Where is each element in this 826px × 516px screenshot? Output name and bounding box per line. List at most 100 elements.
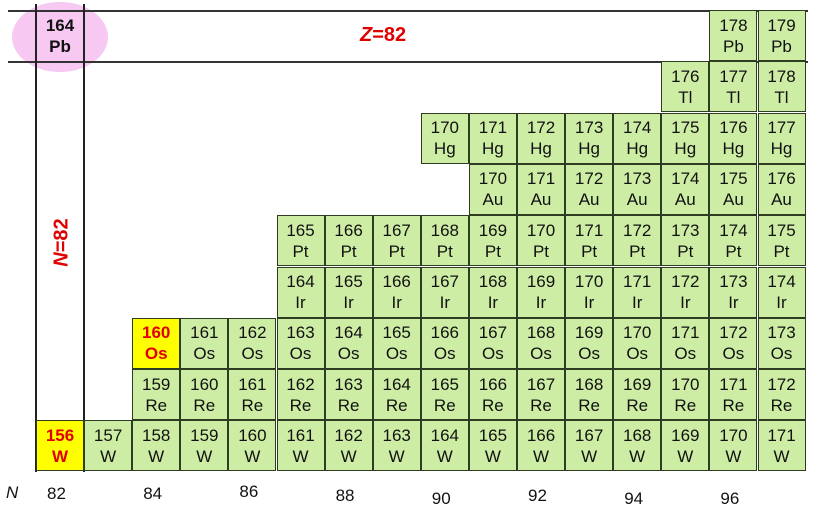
element-symbol: Os xyxy=(241,344,264,364)
mass-number: 164 xyxy=(286,272,315,291)
element-symbol: Os xyxy=(193,344,216,364)
mass-number: 168 xyxy=(430,220,459,240)
element-symbol: Tl xyxy=(678,87,693,107)
nuclide-cell-w: 167 W xyxy=(565,420,614,472)
nuclide-cell-os: 162 Os xyxy=(228,317,277,369)
element-symbol: Pt xyxy=(340,241,357,261)
mass-number: 171 xyxy=(574,220,604,240)
nuclide-cell-re: 167 Re xyxy=(517,369,565,421)
element-symbol: Re xyxy=(385,395,408,415)
mass-number: 170 xyxy=(478,169,508,189)
nuclide-cell-w: 157 W xyxy=(84,420,133,472)
element-symbol: Hg xyxy=(674,139,697,159)
element-symbol: Au xyxy=(530,190,552,210)
nuclide-cell-w: 171 W xyxy=(757,420,806,472)
nuclide-cell-os: 163 Os xyxy=(276,317,325,369)
nuclide-cell-hg: 177 Hg xyxy=(757,112,806,164)
mass-number: 167 xyxy=(526,374,556,394)
mass-number: 172 xyxy=(767,374,796,394)
nuclide-cell-re: 162 Re xyxy=(276,369,325,421)
mass-number: 179 xyxy=(767,15,796,35)
element-symbol: Re xyxy=(193,395,216,415)
mass-number: 165 xyxy=(286,220,315,240)
nuclide-cell-re: 171 Re xyxy=(709,369,758,421)
nuclide-cell-ir: 167 Ir xyxy=(420,266,469,318)
nuclide-cell-re: 160 Re xyxy=(180,369,229,421)
mass-number: 156 xyxy=(45,425,75,445)
nuclide-cell-os: 160 Os xyxy=(132,317,181,369)
element-symbol: Re xyxy=(337,395,360,415)
element-symbol: Ir xyxy=(680,293,691,312)
nuclide-cell-w: 163 W xyxy=(372,420,421,472)
nuclide-cell-pt: 171 Pt xyxy=(565,215,614,267)
element-symbol: Pt xyxy=(629,241,646,261)
nuclide-cell-pt: 166 Pt xyxy=(324,215,373,267)
element-symbol: W xyxy=(677,446,694,466)
nuclide-cell-w: 168 W xyxy=(613,420,662,472)
nuclide-cell-w: 156 W xyxy=(36,420,84,472)
mass-number: 167 xyxy=(430,272,459,291)
axis-tick-label: 92 xyxy=(528,486,547,505)
element-symbol: W xyxy=(581,446,598,466)
element-symbol: Pt xyxy=(581,241,598,261)
mass-number: 170 xyxy=(526,220,556,240)
element-symbol: Re xyxy=(578,395,600,415)
element-symbol: Hg xyxy=(578,139,600,159)
nuclide-cell-pt: 173 Pt xyxy=(661,215,710,267)
mass-number: 176 xyxy=(671,66,700,86)
mass-number: 166 xyxy=(526,425,556,445)
mass-number: 176 xyxy=(719,118,748,138)
nuclide-cell-ir: 173 Ir xyxy=(709,266,758,318)
nuclide-cell-os: 161 Os xyxy=(180,317,229,369)
mass-number: 169 xyxy=(526,272,556,291)
element-symbol: Tl xyxy=(774,87,789,107)
mass-number: 174 xyxy=(719,220,748,240)
nuclide-cell-ir: 170 Ir xyxy=(565,266,614,318)
element-symbol: Ir xyxy=(295,293,306,312)
mass-number: 168 xyxy=(478,272,508,291)
nuclide-cell-w: 166 W xyxy=(517,420,565,472)
nuclide-cell-re: 166 Re xyxy=(468,369,517,421)
element-symbol: W xyxy=(100,446,117,466)
element-symbol: W xyxy=(773,446,790,466)
mass-number: 157 xyxy=(93,425,123,445)
nuclide-cell-ir: 165 Ir xyxy=(324,266,373,318)
element-symbol: Re xyxy=(722,395,745,415)
mass-number: 170 xyxy=(574,272,604,291)
mass-number: 160 xyxy=(190,374,219,394)
element-symbol: Pt xyxy=(292,241,309,261)
nuclide-cell-re: 163 Re xyxy=(324,369,373,421)
mass-number: 166 xyxy=(430,323,459,343)
element-symbol: W xyxy=(196,446,213,466)
element-symbol: Pb xyxy=(49,36,71,56)
nuclide-cell-hg: 173 Hg xyxy=(565,112,614,164)
nuclide-cell-pb: 164 Pb xyxy=(36,10,84,61)
mass-number: 170 xyxy=(623,323,652,343)
element-symbol: Os xyxy=(289,344,312,364)
mass-number: 169 xyxy=(623,374,652,394)
mass-number: 163 xyxy=(382,425,411,445)
nuclide-cell-au: 174 Au xyxy=(661,163,710,215)
nuclide-cell-ir: 166 Ir xyxy=(372,266,421,318)
element-symbol: Os xyxy=(674,344,697,364)
mass-number: 163 xyxy=(334,374,363,394)
element-symbol: W xyxy=(340,446,357,466)
element-symbol: Ir xyxy=(776,293,787,312)
nuclide-cell-re: 168 Re xyxy=(565,369,614,421)
mass-number: 159 xyxy=(142,374,171,394)
mass-number: 175 xyxy=(719,169,748,189)
mass-number: 172 xyxy=(623,220,652,240)
element-symbol: Tl xyxy=(726,87,741,107)
mass-number: 164 xyxy=(45,15,75,35)
element-symbol: Re xyxy=(770,395,793,415)
mass-number: 166 xyxy=(478,374,508,394)
mass-number: 177 xyxy=(767,118,796,138)
element-symbol: Re xyxy=(241,395,264,415)
nuclide-cell-pt: 172 Pt xyxy=(613,215,662,267)
z-value: =82 xyxy=(372,24,407,46)
mass-number: 173 xyxy=(719,272,748,291)
mass-number: 164 xyxy=(430,425,459,445)
mass-number: 178 xyxy=(767,66,796,86)
mass-number: 165 xyxy=(382,323,411,343)
element-symbol: Os xyxy=(433,344,456,364)
